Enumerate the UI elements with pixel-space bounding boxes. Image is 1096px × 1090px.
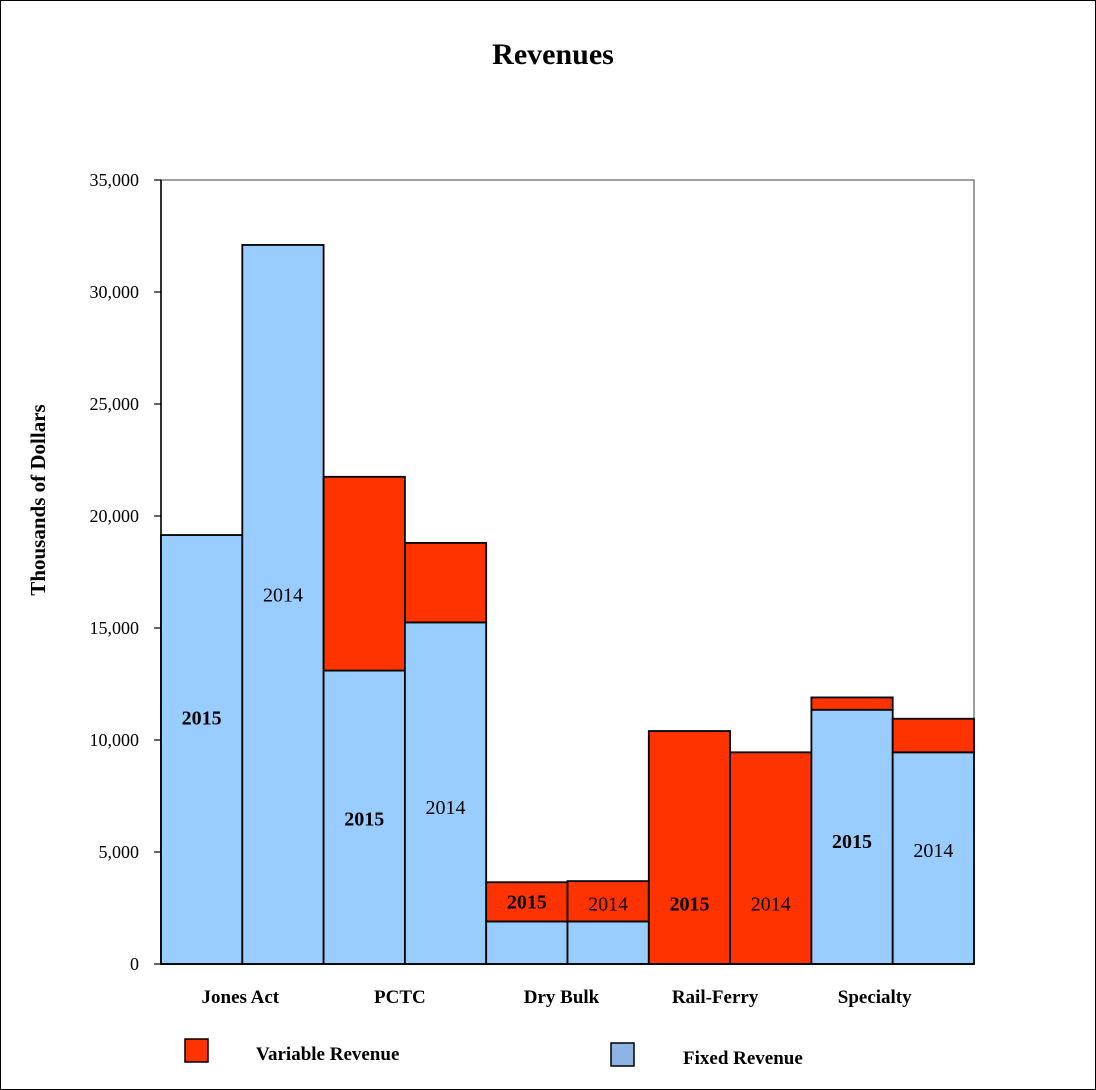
bar-variable-pctc-2015 [322, 475, 406, 672]
bar-variable-rail-ferry-2015 [647, 730, 731, 965]
bar-variable-specialty-2014 [891, 717, 975, 754]
y-tick-label: 25,000 [90, 394, 140, 414]
bars [160, 244, 975, 965]
bar-variable-dry-bulk-2015 [485, 881, 569, 923]
bar-variable-pctc-2014 [403, 541, 488, 624]
x-category-label: PCTC [374, 987, 426, 1008]
bar-fixed-specialty-2014 [891, 751, 975, 965]
y-tick-label: 20,000 [90, 506, 140, 526]
bar-year-label: 2014 [426, 797, 466, 819]
bar-year-label: 2014 [751, 894, 791, 916]
bar-fixed-pctc-2014 [403, 621, 488, 965]
bar-year-label: 2015 [182, 708, 222, 730]
bar-year-label: 2014 [913, 840, 953, 862]
bar-year-label: 2014 [588, 894, 628, 916]
bar-variable-rail-ferry-2014 [729, 751, 813, 965]
legend-swatch [184, 1038, 209, 1063]
y-axis: 0 5,000 10,000 15,000 20,000 25,000 30,000 35,0… [90, 170, 162, 974]
y-axis-label: Thousands of Dollars [26, 404, 50, 595]
x-category-label: Dry Bulk [524, 987, 600, 1008]
y-tick-label: 35,000 [90, 170, 140, 190]
x-category-label: Jones Act [202, 987, 280, 1008]
bar-fixed-dry-bulk-2014 [566, 920, 650, 965]
bar-year-label: 2015 [507, 891, 547, 913]
bar-fixed-dry-bulk-2015 [485, 920, 569, 965]
bar-variable-specialty-2015 [810, 696, 894, 711]
legend-label: Fixed Revenue [683, 1048, 803, 1069]
legend: Variable Revenue Fixed Revenue [184, 1038, 803, 1069]
bar-year-label: 2014 [263, 584, 303, 606]
x-category-label: Rail-Ferry [672, 987, 759, 1008]
bar-fixed-specialty-2015 [810, 708, 894, 965]
y-tick-label: 15,000 [90, 618, 140, 638]
bar-year-label: 2015 [344, 808, 384, 830]
chart-title: Revenues [492, 38, 614, 71]
bar-fixed-jones-act-2015 [160, 534, 244, 965]
y-tick-label: 30,000 [90, 282, 140, 302]
bar-year-label: 2015 [832, 831, 872, 853]
legend-label: Variable Revenue [256, 1044, 399, 1065]
bar-labels: 2015 2014 2015 2014 2015 2014 2015 2014 2015 2014 [182, 584, 954, 915]
x-category-label: Specialty [838, 987, 912, 1008]
x-axis: Jones Act PCTC Dry Bulk Rail-Ferry Specialty [161, 963, 974, 1008]
legend-swatch [610, 1042, 635, 1067]
y-tick-label: 5,000 [99, 842, 140, 862]
y-tick-label: 10,000 [90, 730, 140, 750]
bar-year-label: 2015 [669, 894, 709, 916]
y-tick-label: 0 [130, 954, 139, 974]
